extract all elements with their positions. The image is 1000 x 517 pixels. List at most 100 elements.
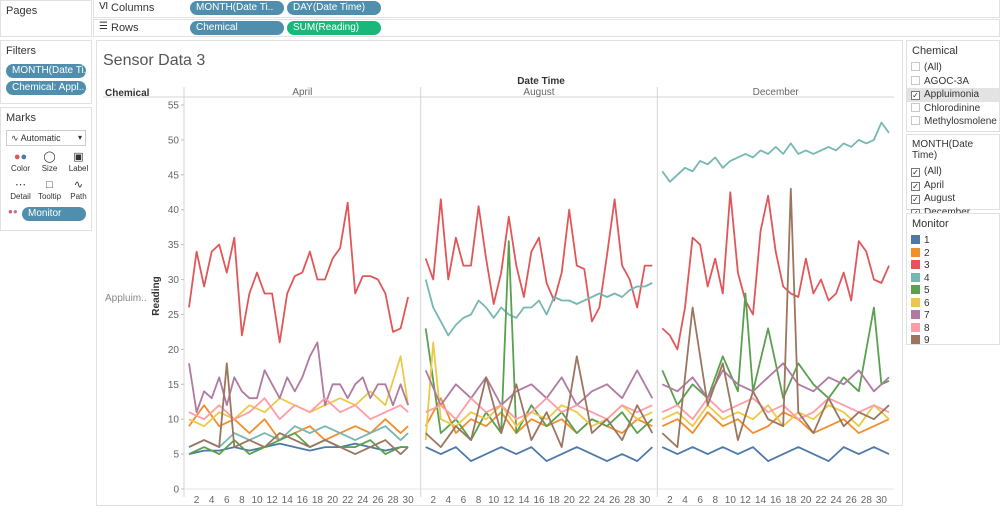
marks-monitor-pill[interactable]: Monitor bbox=[22, 207, 86, 221]
filter-pill-month[interactable]: MONTH(Date Ti.. bbox=[6, 64, 86, 78]
detail-dots-icon: ⋯ bbox=[15, 179, 26, 191]
x-tick-label: 8 bbox=[712, 495, 718, 505]
y-tick-label: 40 bbox=[168, 205, 180, 216]
x-tick-label: 2 bbox=[667, 495, 673, 505]
x-tick-label: 6 bbox=[461, 495, 467, 505]
y-tick-label: 25 bbox=[168, 310, 180, 321]
legend-swatch bbox=[911, 310, 920, 319]
legend-item[interactable]: 9 bbox=[907, 334, 999, 347]
row-value-label: Appluim.. bbox=[105, 293, 147, 304]
filters-card: Filters MONTH(Date Ti.. Chemical: Appl.. bbox=[0, 40, 92, 104]
marks-label-button[interactable]: ▣ Label bbox=[64, 150, 93, 176]
rows-shelf[interactable]: ☰ Rows Chemical SUM(Reading) bbox=[93, 19, 1000, 37]
chart-view: Sensor Data 3 Date Time Chemical Appluim… bbox=[96, 40, 903, 506]
checkbox-checked-icon[interactable]: ✓ bbox=[911, 168, 920, 177]
y-tick-label: 45 bbox=[168, 170, 180, 181]
chart-title: Sensor Data 3 bbox=[103, 52, 205, 69]
checkbox-checked-icon[interactable]: ✓ bbox=[911, 195, 920, 204]
chemical-option[interactable]: (All) bbox=[907, 61, 999, 75]
x-tick-label: 2 bbox=[194, 495, 200, 505]
x-tick-label: 22 bbox=[815, 495, 827, 505]
x-tick-label: 16 bbox=[297, 495, 309, 505]
series-line-monitor-8 bbox=[188, 397, 409, 421]
checkbox-checked-icon[interactable]: ✓ bbox=[911, 181, 920, 191]
x-tick-label: 10 bbox=[251, 495, 263, 505]
label-icon: ▣ bbox=[73, 151, 84, 163]
x-tick-label: 18 bbox=[312, 495, 324, 505]
month-option-label: December bbox=[924, 206, 971, 218]
chemical-option[interactable]: ✓ Appluimonia bbox=[907, 88, 999, 102]
legend-item[interactable]: 3 bbox=[907, 259, 999, 272]
month-option[interactable]: ✓ (All) bbox=[907, 165, 999, 179]
chemical-option-label: Appluimonia bbox=[924, 89, 980, 100]
path-icon: ∿ bbox=[73, 179, 84, 191]
legend-item[interactable]: 7 bbox=[907, 309, 999, 322]
checkbox-unchecked-icon[interactable] bbox=[911, 102, 920, 112]
x-tick-label: 10 bbox=[725, 495, 737, 505]
chemical-option[interactable]: Methylosmolene bbox=[907, 115, 999, 129]
marks-path-button[interactable]: ∿ Path bbox=[64, 178, 93, 204]
month-option[interactable]: ✓ April bbox=[907, 179, 999, 193]
chemical-option[interactable]: AGOC-3A bbox=[907, 75, 999, 89]
series-line-monitor-3 bbox=[661, 191, 890, 351]
columns-pill-month[interactable]: MONTH(Date Ti.. bbox=[190, 1, 284, 15]
marks-tooltip-label: Tooltip bbox=[37, 192, 62, 201]
series-line-monitor-5 bbox=[661, 292, 890, 407]
columns-icon: Ⅵ bbox=[99, 1, 109, 12]
columns-pill-day[interactable]: DAY(Date Time) bbox=[287, 1, 381, 15]
series-line-monitor-5 bbox=[188, 432, 409, 456]
x-tick-label: 4 bbox=[446, 495, 452, 505]
x-tick-label: 4 bbox=[682, 495, 688, 505]
series-line-monitor-8 bbox=[661, 397, 890, 421]
legend-item[interactable]: 1 bbox=[907, 234, 999, 247]
checkbox-unchecked-icon[interactable] bbox=[911, 62, 920, 71]
month-header-april: April bbox=[292, 87, 312, 98]
tooltip-icon: □ bbox=[46, 179, 53, 191]
month-option[interactable]: ✓ August bbox=[907, 192, 999, 206]
marks-card: Marks ∿ Automatic ▾ ●● Color ◯ Size ▣ La… bbox=[0, 107, 92, 231]
columns-shelf[interactable]: Ⅵ Columns MONTH(Date Ti.. DAY(Date Time) bbox=[93, 0, 1000, 18]
checkbox-checked-icon[interactable]: ✓ bbox=[911, 91, 920, 100]
series-line-monitor-9 bbox=[425, 355, 654, 449]
chemical-filter-title: Chemical bbox=[912, 45, 958, 57]
marks-color-label: Color bbox=[10, 164, 31, 173]
pages-shelf[interactable]: Pages bbox=[0, 0, 92, 37]
marks-title: Marks bbox=[6, 112, 36, 124]
chemical-option-label: Chlorodinine bbox=[924, 102, 981, 114]
marks-detail-button[interactable]: ⋯ Detail bbox=[6, 178, 35, 204]
legend-item[interactable]: 8 bbox=[907, 322, 999, 335]
chemical-option-label: (All) bbox=[924, 62, 942, 73]
marks-color-button[interactable]: ●● Color bbox=[6, 150, 35, 176]
series-line-monitor-8 bbox=[425, 397, 653, 421]
chevron-down-icon: ▾ bbox=[77, 133, 82, 142]
chemical-filter-card: Chemical (All) AGOC-3A ✓ Appluimonia Chlorod… bbox=[906, 40, 1000, 132]
x-tick-label: 10 bbox=[488, 495, 500, 505]
checkbox-unchecked-icon[interactable] bbox=[911, 116, 920, 125]
legend-item[interactable]: 2 bbox=[907, 247, 999, 260]
legend-item-label: 2 bbox=[924, 247, 930, 259]
rows-pill-reading[interactable]: SUM(Reading) bbox=[287, 21, 381, 35]
series-line-monitor-3 bbox=[188, 201, 409, 344]
month-option-label: April bbox=[924, 179, 945, 191]
legend-item[interactable]: 5 bbox=[907, 284, 999, 297]
series-line-monitor-4 bbox=[424, 279, 653, 337]
mark-type-dropdown[interactable]: ∿ Automatic ▾ bbox=[6, 130, 86, 146]
x-tick-label: 24 bbox=[594, 495, 606, 505]
x-tick-label: 24 bbox=[831, 495, 843, 505]
legend-item[interactable]: 4 bbox=[907, 272, 999, 285]
filter-pill-chemical[interactable]: Chemical: Appl.. bbox=[6, 81, 86, 95]
columns-label: Columns bbox=[111, 2, 155, 14]
filters-title: Filters bbox=[6, 45, 36, 57]
legend-swatch bbox=[911, 285, 920, 294]
marks-size-button[interactable]: ◯ Size bbox=[35, 150, 64, 176]
checkbox-unchecked-icon[interactable] bbox=[911, 75, 920, 85]
legend-item[interactable]: 6 bbox=[907, 297, 999, 310]
marks-path-label: Path bbox=[70, 192, 87, 201]
y-tick-label: 5 bbox=[173, 450, 179, 461]
marks-tooltip-button[interactable]: □ Tooltip bbox=[35, 178, 64, 204]
rows-pill-chemical[interactable]: Chemical bbox=[190, 21, 284, 35]
x-tick-label: 8 bbox=[239, 495, 245, 505]
x-tick-label: 24 bbox=[357, 495, 369, 505]
chemical-option[interactable]: Chlorodinine bbox=[907, 102, 999, 116]
